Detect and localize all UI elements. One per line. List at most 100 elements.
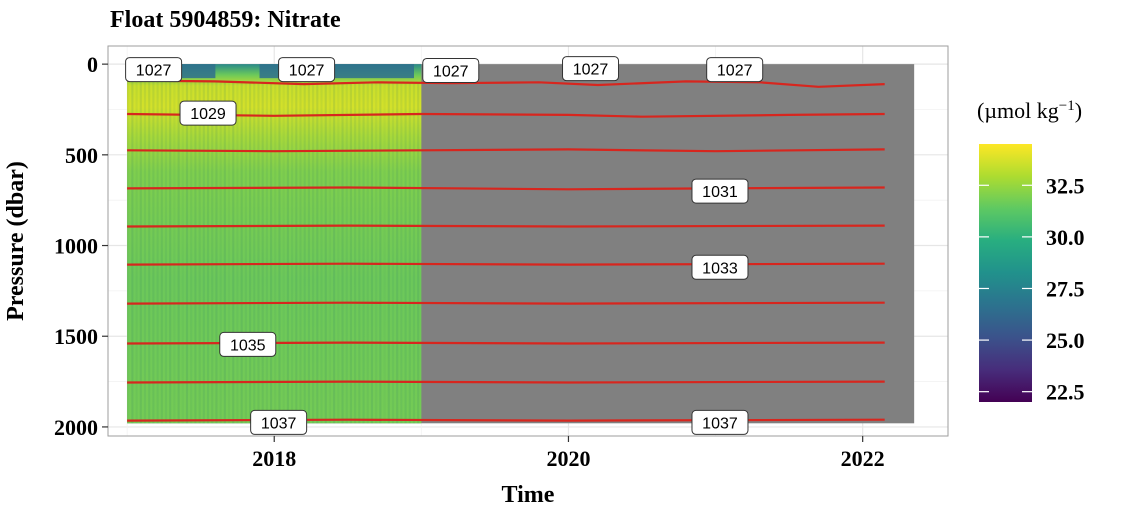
profile-column	[148, 82, 151, 424]
x-axis-ticks: 2018 2020 2022	[252, 436, 885, 471]
profile-column	[169, 82, 172, 424]
profile-column	[391, 82, 395, 424]
profile-column	[143, 82, 147, 424]
profile-column	[320, 82, 323, 424]
measured-nitrate-area	[127, 64, 422, 424]
colorbar-title-superscript: −1	[1059, 98, 1075, 114]
colorbar-tick-label: 27.5	[1046, 276, 1085, 301]
contour-label-box	[179, 100, 237, 126]
profile-column	[408, 82, 411, 424]
contour-label-box	[691, 409, 749, 435]
contour-label-box	[125, 57, 183, 83]
profile-column	[261, 82, 264, 424]
profile-column	[337, 82, 340, 424]
contour-label-box	[250, 409, 308, 435]
contour-label-box	[691, 178, 749, 204]
profile-column	[316, 82, 319, 424]
profile-column	[286, 82, 289, 424]
profile-column	[417, 82, 420, 424]
data-field	[127, 64, 915, 424]
profile-column	[349, 82, 352, 424]
colorbar-tick-label: 22.5	[1046, 380, 1085, 405]
profile-column	[173, 82, 176, 424]
x-tick-label: 2020	[546, 446, 590, 471]
profile-column	[312, 82, 315, 424]
chart-title: Float 5904859: Nitrate	[110, 7, 341, 33]
profile-column	[324, 82, 327, 424]
y-tick-label: 1000	[54, 234, 98, 259]
density-contour-1031	[127, 186, 885, 191]
contour-label-box	[706, 57, 764, 83]
contour-label: 1027	[125, 57, 183, 83]
x-axis-title: Time	[502, 482, 555, 508]
density-contour-line	[127, 380, 885, 384]
profile-column	[206, 82, 210, 424]
colorbar-tick-label: 25.0	[1046, 328, 1085, 353]
contour-label: 1035	[219, 331, 277, 357]
profile-column	[211, 82, 214, 424]
density-contour-line	[127, 148, 885, 153]
contour-label-text: 1027	[433, 63, 469, 80]
profile-column	[194, 82, 197, 424]
density-contour-1037	[127, 418, 885, 422]
contour-label-box	[422, 57, 480, 83]
profile-column	[257, 82, 260, 424]
contour-label-text: 1037	[702, 415, 738, 432]
profile-column	[177, 82, 180, 424]
profile-column	[274, 82, 277, 424]
contour-labels: 1027 1027 1027 1027 1027 1029 1031 1033 1035 1037…	[125, 56, 764, 435]
surface-low-patch	[178, 64, 216, 79]
profile-column	[223, 82, 226, 424]
profile-column	[282, 82, 285, 424]
contour-label: 1037	[691, 409, 749, 435]
profile-column	[341, 82, 344, 424]
contour-label-text: 1029	[190, 106, 226, 123]
profile-column	[345, 82, 348, 424]
profile-column	[291, 82, 294, 424]
profile-column	[299, 82, 302, 424]
profile-column	[383, 82, 386, 424]
profile-column	[202, 82, 205, 424]
contour-label: 1027	[422, 57, 480, 83]
y-tick-label: 1500	[54, 324, 98, 349]
profile-column	[249, 82, 252, 424]
profile-column	[240, 82, 243, 424]
contour-label-text: 1027	[573, 62, 609, 79]
profile-column	[156, 82, 159, 424]
x-tick-label: 2018	[252, 446, 296, 471]
contour-label-text: 1035	[230, 337, 266, 354]
profile-column	[219, 82, 222, 424]
profile-column	[358, 82, 361, 424]
density-contour-line	[127, 224, 885, 228]
y-tick-label: 500	[65, 143, 98, 168]
profile-column	[185, 82, 189, 424]
profile-column	[265, 82, 268, 424]
y-tick-label: 0	[87, 52, 98, 77]
profile-column	[253, 82, 256, 424]
contour-label: 1027	[706, 57, 764, 83]
colorbar-ticks: 32.5 30.0 27.5 25.0 22.5	[979, 173, 1085, 405]
profile-column	[362, 82, 365, 424]
surface-low-patch	[333, 64, 414, 79]
profile-column	[164, 82, 168, 424]
profile-column	[303, 82, 306, 424]
contour-label: 1027	[278, 57, 336, 83]
profile-column	[404, 82, 407, 424]
profile-column	[387, 82, 390, 424]
profile-column	[370, 82, 374, 424]
x-tick-label: 2022	[841, 446, 885, 471]
profile-column	[181, 82, 184, 424]
profile-column	[236, 82, 239, 424]
colorbar-title-main: (µmol kg	[977, 98, 1059, 123]
contour-label-text: 1037	[261, 415, 297, 432]
contour-label: 1031	[691, 178, 749, 204]
y-tick-label: 2000	[54, 415, 98, 440]
profile-column	[232, 82, 235, 424]
contour-label-text: 1027	[717, 63, 753, 80]
density-contour-line	[127, 301, 885, 305]
profile-column	[379, 82, 382, 424]
colorbar-tick-label: 30.0	[1046, 225, 1085, 250]
colorbar-tick-label: 32.5	[1046, 173, 1085, 198]
profile-column	[198, 82, 201, 424]
